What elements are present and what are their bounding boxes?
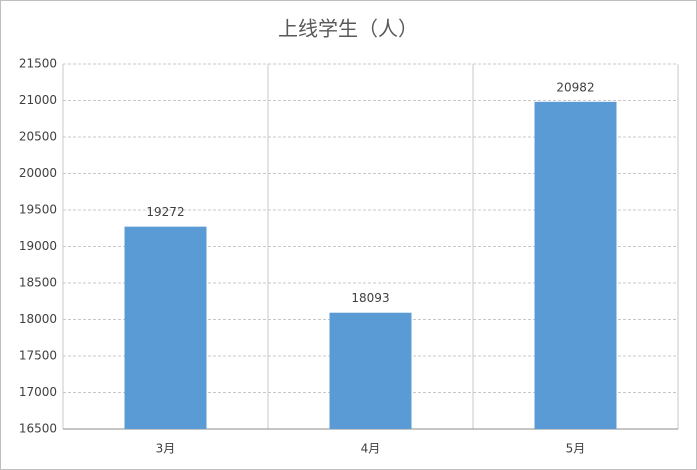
bar: [124, 226, 207, 429]
y-tick-label: 19000: [19, 239, 57, 253]
y-tick-label: 20500: [19, 130, 57, 144]
y-tick-label: 21500: [19, 57, 57, 71]
y-tick-label: 20000: [19, 166, 57, 180]
data-label: 19272: [146, 205, 184, 219]
y-tick-label: 17500: [19, 349, 57, 363]
bar: [329, 312, 412, 429]
y-tick-label: 21000: [19, 93, 57, 107]
bar: [534, 101, 617, 430]
chart-title: 上线学生（人）: [278, 17, 418, 41]
y-tick-label: 18000: [19, 312, 57, 326]
x-tick-label: 3月: [156, 442, 176, 456]
y-tick-label: 17000: [19, 385, 57, 399]
x-tick-label: 5月: [566, 442, 586, 456]
y-tick-label: 16500: [19, 422, 57, 436]
data-label: 20982: [556, 80, 594, 94]
x-tick-label: 4月: [361, 442, 381, 456]
y-tick-label: 18500: [19, 276, 57, 290]
y-tick-label: 19500: [19, 203, 57, 217]
data-label: 18093: [351, 291, 389, 305]
